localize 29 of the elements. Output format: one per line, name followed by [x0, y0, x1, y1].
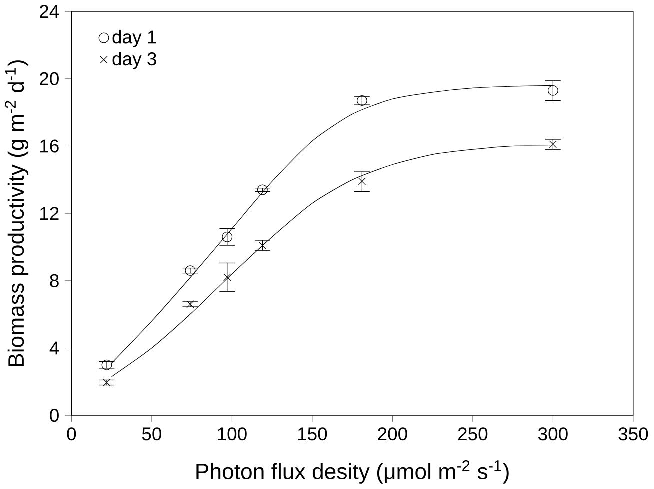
x-tick-label: 350: [618, 428, 648, 441]
point: [103, 378, 111, 387]
point: [258, 242, 266, 250]
legend-label: day 3: [112, 52, 156, 70]
x-tick-label: 200: [378, 428, 408, 441]
point: [185, 266, 196, 276]
x-axis-title: Photon flux desity (μmol m$^{-2}$ s$^{-1}$): [196, 460, 509, 484]
x-tick-label: 250: [458, 428, 488, 441]
point: [257, 184, 268, 196]
point: [186, 300, 194, 308]
y-tick-label: 4: [50, 342, 60, 355]
y-tick-label: 8: [50, 274, 59, 288]
y-tick-label: 20: [40, 72, 59, 86]
y-tick-label: 12: [40, 207, 59, 220]
x-tick-label: 50: [142, 428, 162, 441]
y-axis-title: Biomass productivity (g m$^{-2}$ d$^{-1}$): [5, 60, 29, 366]
point: [358, 178, 366, 186]
x-tick-label: 300: [538, 428, 568, 441]
point: [224, 274, 232, 282]
x-tick-label: 150: [298, 428, 328, 441]
legend-label: day 1: [112, 30, 156, 48]
y-tick-label: 24: [40, 5, 60, 18]
point: [356, 96, 368, 106]
y-tick-label: 0: [50, 409, 59, 422]
x-tick-label: 0: [67, 428, 76, 441]
y-tick-label: 16: [40, 140, 59, 153]
point: [548, 85, 558, 96]
point: [222, 232, 233, 242]
x-tick-label: 100: [218, 428, 247, 441]
